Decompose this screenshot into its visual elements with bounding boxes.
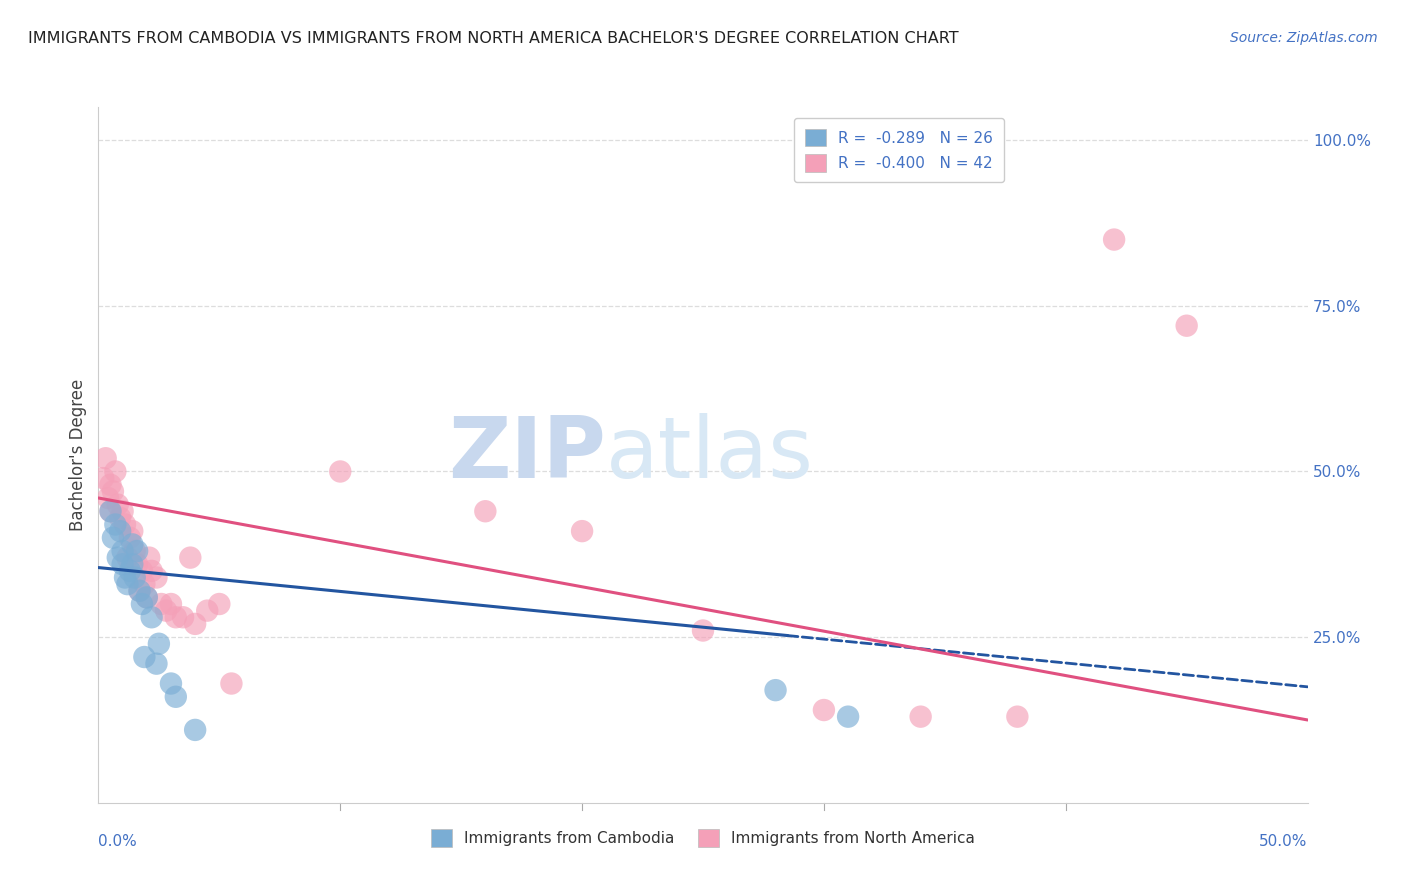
Point: [124, 570, 146, 584]
Point: [134, 650, 156, 665]
Text: 0.0%: 0.0%: [98, 834, 138, 849]
Point: [172, 610, 194, 624]
Point: [114, 570, 136, 584]
Point: [91, 471, 114, 485]
Point: [121, 537, 143, 551]
Point: [128, 583, 150, 598]
Point: [135, 591, 157, 605]
Point: [128, 583, 150, 598]
Point: [97, 491, 120, 505]
Point: [111, 504, 134, 518]
Point: [104, 517, 127, 532]
Point: [100, 504, 122, 518]
Point: [135, 591, 157, 605]
Point: [118, 564, 141, 578]
Point: [160, 676, 183, 690]
Point: [108, 511, 131, 525]
Point: [124, 544, 146, 558]
Point: [111, 558, 134, 572]
Point: [148, 637, 170, 651]
Point: [141, 610, 163, 624]
Point: [765, 683, 787, 698]
Point: [221, 676, 243, 690]
Point: [100, 504, 122, 518]
Legend: Immigrants from Cambodia, Immigrants from North America: Immigrants from Cambodia, Immigrants fro…: [423, 822, 983, 855]
Point: [184, 616, 207, 631]
Point: [107, 498, 129, 512]
Point: [1102, 233, 1125, 247]
Point: [127, 544, 149, 558]
Point: [208, 597, 231, 611]
Text: 50.0%: 50.0%: [1260, 834, 1308, 849]
Point: [131, 564, 153, 578]
Point: [179, 550, 201, 565]
Point: [134, 577, 156, 591]
Point: [692, 624, 714, 638]
Point: [108, 524, 131, 538]
Point: [837, 709, 859, 723]
Point: [1007, 709, 1029, 723]
Point: [184, 723, 207, 737]
Point: [813, 703, 835, 717]
Point: [145, 657, 167, 671]
Point: [138, 550, 160, 565]
Point: [131, 597, 153, 611]
Point: [107, 550, 129, 565]
Point: [94, 451, 117, 466]
Point: [150, 597, 173, 611]
Text: IMMIGRANTS FROM CAMBODIA VS IMMIGRANTS FROM NORTH AMERICA BACHELOR'S DEGREE CORR: IMMIGRANTS FROM CAMBODIA VS IMMIGRANTS F…: [28, 31, 959, 46]
Point: [111, 544, 134, 558]
Point: [117, 577, 139, 591]
Point: [141, 564, 163, 578]
Point: [329, 465, 352, 479]
Point: [165, 610, 187, 624]
Point: [101, 484, 124, 499]
Text: ZIP: ZIP: [449, 413, 606, 497]
Point: [1175, 318, 1198, 333]
Point: [165, 690, 187, 704]
Point: [195, 604, 218, 618]
Point: [117, 550, 139, 565]
Point: [127, 558, 149, 572]
Point: [101, 531, 124, 545]
Text: atlas: atlas: [606, 413, 814, 497]
Point: [114, 517, 136, 532]
Point: [121, 558, 143, 572]
Point: [145, 570, 167, 584]
Point: [910, 709, 932, 723]
Point: [155, 604, 177, 618]
Point: [121, 524, 143, 538]
Point: [104, 465, 127, 479]
Point: [160, 597, 183, 611]
Y-axis label: Bachelor's Degree: Bachelor's Degree: [69, 379, 87, 531]
Point: [571, 524, 593, 538]
Text: Source: ZipAtlas.com: Source: ZipAtlas.com: [1230, 31, 1378, 45]
Point: [118, 531, 141, 545]
Point: [474, 504, 496, 518]
Point: [100, 477, 122, 491]
